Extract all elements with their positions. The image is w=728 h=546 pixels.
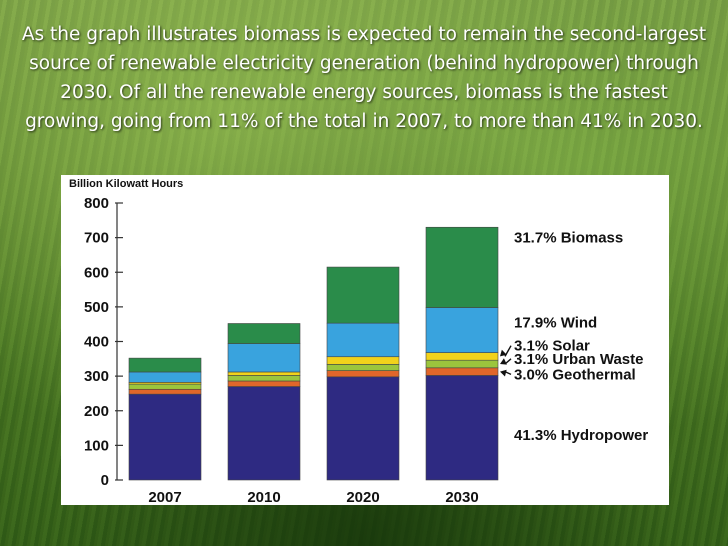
annotation-arrow-head	[500, 369, 507, 377]
bar-segment-wind-2020	[326, 322, 400, 358]
bar-segment-solar-2010	[227, 371, 301, 376]
y-tick-label: 0	[101, 472, 109, 489]
bar-segment-hydropower-2020	[326, 376, 400, 481]
y-tick-label: 500	[84, 299, 109, 316]
bar-segment-wind-2030	[425, 307, 499, 353]
bar-segment-biomass-2010	[227, 323, 301, 344]
bar-segment-geothermal-2030	[425, 367, 499, 376]
x-category-label: 2030	[445, 489, 478, 505]
annotation-hydropower: 41.3% Hydropower	[514, 427, 648, 444]
bar-segment-geothermal-2020	[326, 370, 400, 378]
annotation-arrow-head	[500, 358, 507, 365]
bar-segment-hydropower-2010	[227, 386, 301, 481]
bar-segment-wind-2007	[128, 371, 202, 383]
y-tick-label: 700	[84, 230, 109, 247]
bar-segment-hydropower-2007	[128, 393, 202, 481]
bar-segment-urban-waste-2010	[227, 375, 301, 382]
annotation-solar: 3.1% Solar	[514, 338, 590, 355]
bar-segment-urban-waste-2007	[128, 383, 202, 390]
y-axis-title: Billion Kilowatt Hours	[69, 178, 183, 190]
y-tick-label: 400	[84, 334, 109, 351]
y-tick-label: 600	[84, 264, 109, 281]
y-tick-label: 200	[84, 403, 109, 420]
y-tick-label: 300	[84, 368, 109, 385]
y-tick-label: 800	[84, 195, 109, 212]
bar-segment-solar-2030	[425, 352, 499, 361]
bar-segment-geothermal-2007	[128, 388, 202, 395]
x-category-label: 2020	[346, 489, 379, 505]
annotation-wind: 17.9% Wind	[514, 314, 597, 331]
stacked-bar-chart: Billion Kilowatt Hours 0 100 200 300 400 500 6…	[61, 175, 669, 505]
x-category-label: 2007	[148, 489, 181, 505]
annotation-biomass: 31.7% Biomass	[514, 230, 623, 247]
x-category-label: 2010	[247, 489, 280, 505]
bar-segment-biomass-2020	[326, 266, 400, 324]
bar-segment-biomass-2030	[425, 226, 499, 308]
bar-segment-urban-waste-2020	[326, 364, 400, 371]
annotation-urban-waste: 3.1% Urban Waste	[514, 351, 644, 368]
bar-segment-urban-waste-2030	[425, 359, 499, 369]
annotation-geothermal: 3.0% Geothermal	[514, 366, 636, 383]
y-tick-label: 100	[84, 437, 109, 454]
annotation-arrow-head	[500, 349, 507, 357]
bar-segment-solar-2020	[326, 356, 400, 365]
chart-svg: Billion Kilowatt Hours 0 100 200 300 400 500 6…	[69, 178, 648, 505]
bar-segment-biomass-2007	[128, 357, 202, 373]
bar-segment-hydropower-2030	[425, 375, 499, 481]
slide-caption: As the graph illustrates biomass is expe…	[21, 24, 707, 132]
bar-segment-wind-2010	[227, 343, 301, 373]
bar-segment-geothermal-2010	[227, 380, 301, 387]
